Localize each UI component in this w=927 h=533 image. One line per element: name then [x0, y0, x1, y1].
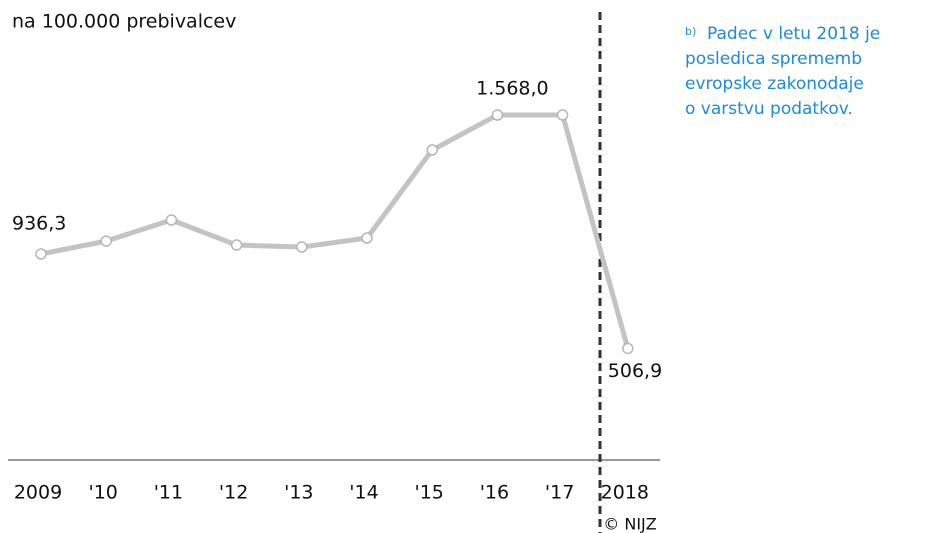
- unit-label: na 100.000 prebivalcev: [12, 11, 236, 33]
- value-label: 506,9: [608, 360, 662, 382]
- x-tick-label: '15: [414, 482, 443, 504]
- x-tick-label: '14: [349, 482, 378, 504]
- note-line: o varstvu podatkov.: [685, 99, 853, 119]
- point: [426, 144, 438, 156]
- note-line: posledica sprememb: [685, 49, 862, 69]
- x-tick-label: '10: [88, 482, 117, 504]
- point: [296, 241, 308, 253]
- x-tick-label: 2018: [601, 482, 649, 504]
- point: [491, 109, 504, 121]
- source: © NIJZ: [603, 515, 656, 533]
- point: [556, 109, 569, 121]
- x-tick-label: '16: [480, 482, 509, 504]
- line: [40, 112, 631, 350]
- x-tick-label: '13: [284, 482, 313, 504]
- point: [230, 239, 243, 251]
- point: [165, 214, 178, 226]
- point: [622, 342, 634, 355]
- value-label: 936,3: [12, 213, 66, 235]
- value-label: 1.568,0: [476, 78, 549, 100]
- x-tick-label: 2009: [14, 482, 62, 504]
- point: [35, 248, 47, 260]
- x-tick-label: '11: [154, 482, 183, 504]
- x-tick-label: '17: [545, 482, 574, 504]
- x-tick-label: '12: [219, 482, 248, 504]
- note-line: evropske zakonodaje: [685, 74, 864, 94]
- note-marker: b): [685, 25, 696, 38]
- point: [100, 235, 112, 247]
- point: [361, 232, 373, 244]
- note-line: Padec v letu 2018 je: [707, 24, 880, 44]
